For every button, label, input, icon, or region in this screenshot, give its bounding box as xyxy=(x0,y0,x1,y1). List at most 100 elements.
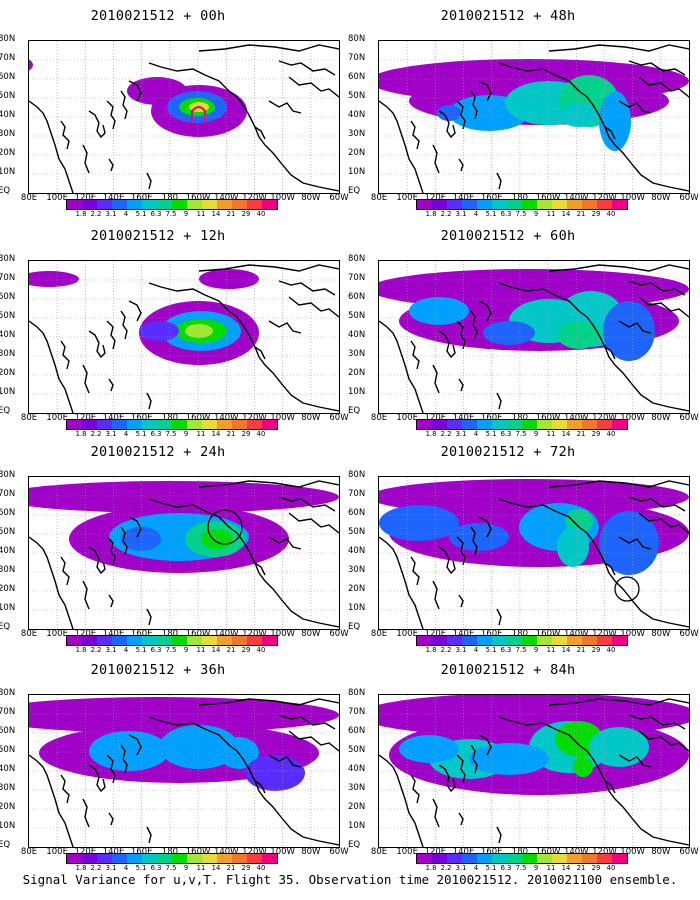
lat-tick-label: EQ xyxy=(348,186,361,196)
lon-tick-label: 100W xyxy=(620,413,645,423)
colorbar-swatch xyxy=(492,200,507,209)
colorbar-tick-label: 7.5 xyxy=(515,430,527,438)
forecast-panel-48h: 2010021512 + 48h 80N 70N 60N 50N 40N 30N 20N 10N… xyxy=(348,2,699,218)
colorbar-swatch xyxy=(552,854,567,863)
colorbar-swatch xyxy=(157,200,172,209)
lon-tick-label: 120E xyxy=(424,847,447,857)
coastline xyxy=(268,754,302,768)
colorbar-tick-label: 14 xyxy=(561,646,571,654)
lat-tick-label: 50N xyxy=(348,745,366,755)
colorbar-tick-label: 2.2 xyxy=(440,646,452,654)
variance-contour xyxy=(557,321,601,349)
colorbar-tick-label: 2.2 xyxy=(90,864,102,872)
lon-tick-label: 140E xyxy=(102,847,125,857)
lat-tick-label: 70N xyxy=(348,707,366,717)
coastline xyxy=(278,280,336,296)
coastline xyxy=(604,780,616,794)
coastline xyxy=(410,556,420,586)
coastline xyxy=(82,798,90,828)
lon-tick-label: 100W xyxy=(270,193,295,203)
colorbar-tick-label: 1.8 xyxy=(75,210,87,218)
colorbar-swatch xyxy=(112,636,127,645)
map-area xyxy=(28,40,340,194)
lat-tick-label: 30N xyxy=(0,129,16,139)
lon-tick-label: 140E xyxy=(102,193,125,203)
lon-tick-label: 160E xyxy=(480,413,503,423)
lat-tick-label: 40N xyxy=(0,110,16,120)
lon-tick-label: 100W xyxy=(270,413,295,423)
colorbar xyxy=(416,419,628,430)
colorbar-tick-label: 11 xyxy=(546,646,556,654)
lat-tick-label: 80N xyxy=(0,470,16,480)
coastline xyxy=(438,546,456,575)
lon-tick-label: 140W xyxy=(213,193,239,203)
colorbar-tick-label: 40 xyxy=(256,646,266,654)
lat-tick-label: EQ xyxy=(348,406,361,416)
coastline xyxy=(82,364,90,394)
variance-contour xyxy=(603,301,655,361)
lat-tick-label: 20N xyxy=(0,584,16,594)
lon-tick-label: 180 xyxy=(511,413,529,423)
colorbar-tick-label: 2.2 xyxy=(90,430,102,438)
colorbar-swatch xyxy=(447,200,462,209)
lat-tick-label: 80N xyxy=(348,254,366,264)
colorbar-tick-label: 1.8 xyxy=(75,864,87,872)
colorbar-swatch xyxy=(232,420,247,429)
colorbar-tick-label: 40 xyxy=(606,210,616,218)
coastline xyxy=(498,282,588,318)
lat-tick-label: 10N xyxy=(348,167,366,177)
lat-tick-label: 50N xyxy=(348,527,366,537)
lon-tick-label: 60W xyxy=(329,847,349,857)
colorbar-swatch xyxy=(612,636,627,645)
colorbar-tick-label: 3.1 xyxy=(455,210,467,218)
variance-contour xyxy=(29,481,339,513)
map-svg xyxy=(379,695,689,847)
colorbar-swatch xyxy=(157,636,172,645)
colorbar-swatch xyxy=(537,854,552,863)
coastline xyxy=(496,392,502,410)
lon-tick-label: 120W xyxy=(592,193,617,203)
colorbar-tick-label: 9 xyxy=(183,430,189,438)
map-area xyxy=(378,40,690,194)
coastline xyxy=(128,80,142,102)
colorbar-swatch xyxy=(477,854,492,863)
coastline xyxy=(470,744,478,774)
coastline xyxy=(456,320,466,350)
coastline xyxy=(410,120,420,150)
coastline xyxy=(379,536,424,629)
coastline xyxy=(498,498,588,534)
coastline xyxy=(456,536,466,566)
lon-tick-label: 140W xyxy=(563,629,589,639)
lon-tick-label: 80W xyxy=(651,193,671,203)
lat-tick-label: 30N xyxy=(348,783,366,793)
colorbar-swatch xyxy=(462,420,477,429)
lat-tick-label: 10N xyxy=(0,387,16,397)
colorbar-tick-label: 21 xyxy=(576,210,586,218)
colorbar-swatch xyxy=(492,854,507,863)
lon-tick-label: 100E xyxy=(396,847,418,857)
lon-tick-label: 140E xyxy=(452,413,475,423)
colorbar-labels: 1.8 2.2 3.1 4 5.1 6.3 7.5 9 11 14 21 29 40 xyxy=(416,864,686,874)
lat-tick-label: 50N xyxy=(348,91,366,101)
coastline xyxy=(60,120,70,150)
colorbar-swatch xyxy=(262,420,277,429)
lat-tick-label: 50N xyxy=(0,745,16,755)
coastline xyxy=(148,716,238,752)
coastline xyxy=(288,512,339,534)
lat-tick-label: 20N xyxy=(348,802,366,812)
colorbar-labels: 1.8 2.2 3.1 4 5.1 6.3 7.5 9 11 14 21 29 40 xyxy=(66,864,336,874)
map-svg xyxy=(379,41,689,193)
colorbar xyxy=(416,199,628,210)
colorbar-swatch xyxy=(247,854,262,863)
colorbar-swatch xyxy=(97,420,112,429)
coastline xyxy=(432,144,440,174)
forecast-panel-12h: 2010021512 + 12h 80N 70N 60N 50N 40N 30N 20N 10N… xyxy=(0,222,349,438)
coastline xyxy=(198,480,339,488)
lon-tick-label: 140W xyxy=(213,413,239,423)
coastline xyxy=(410,774,420,804)
colorbar-swatch xyxy=(127,636,142,645)
coastline xyxy=(82,144,90,174)
map-area xyxy=(378,694,690,848)
colorbar-tick-label: 2.2 xyxy=(440,864,452,872)
coastline xyxy=(128,734,142,756)
